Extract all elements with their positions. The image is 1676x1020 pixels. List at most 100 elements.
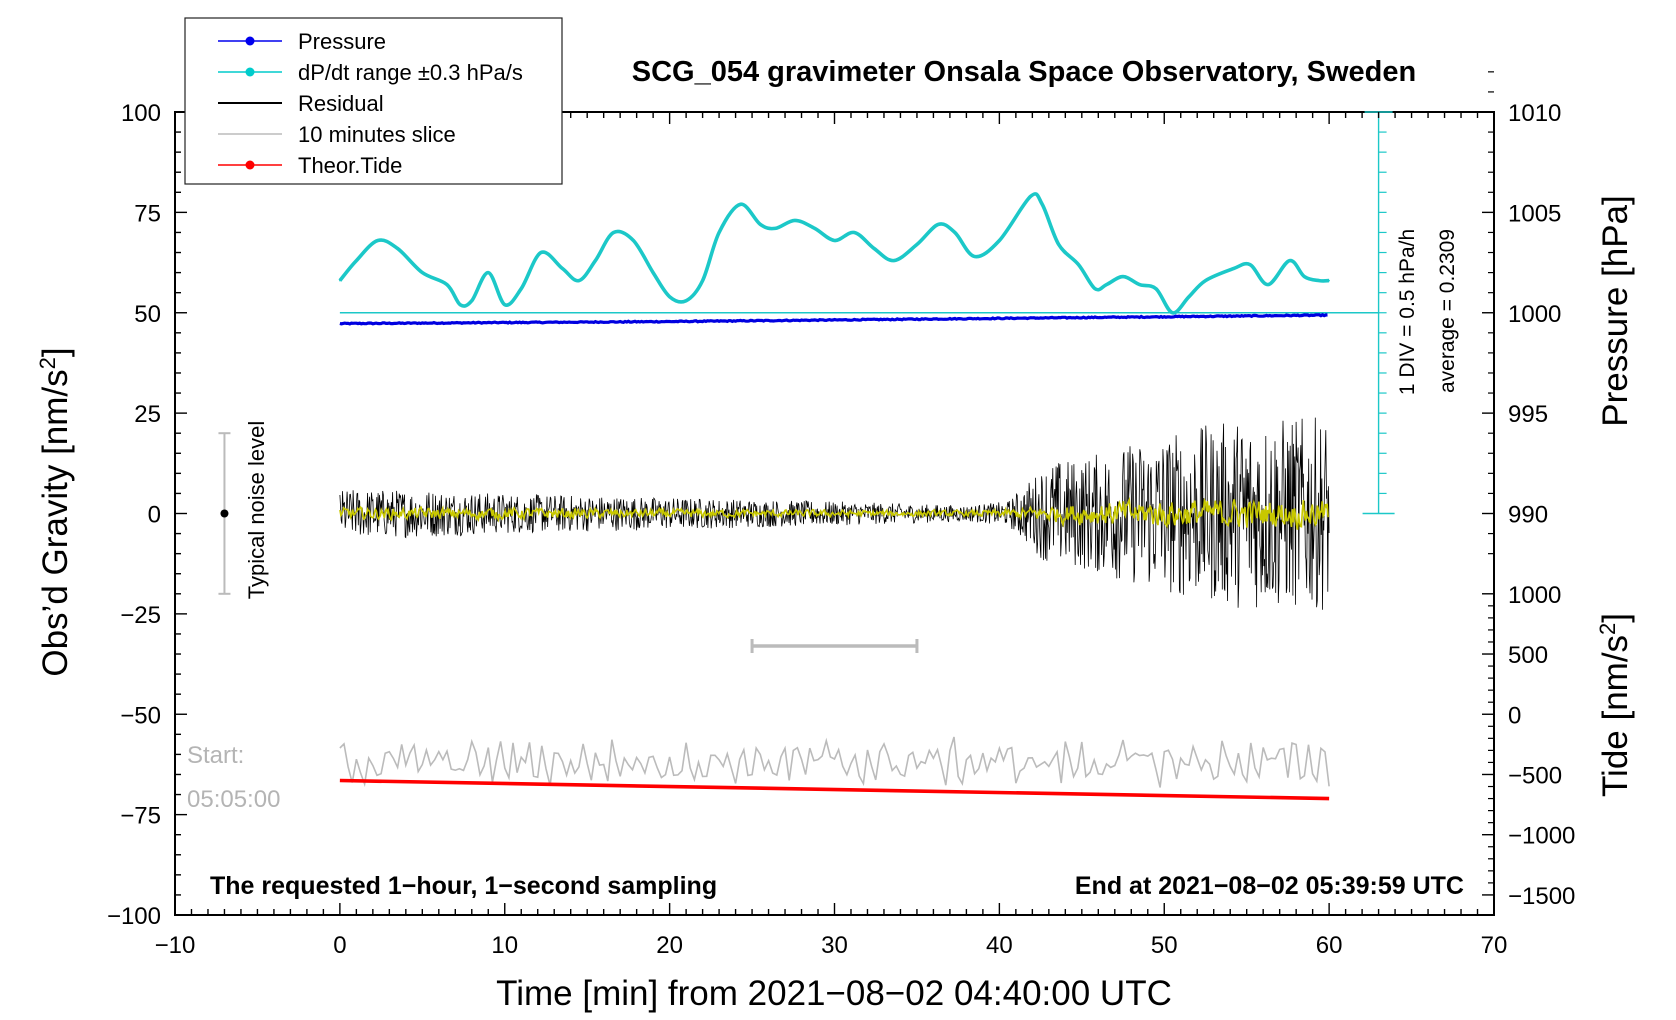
dpdt-point [612,231,615,234]
dpdt-point [421,271,424,274]
y-tick-label: 75 [134,200,161,227]
x-tick-label: −10 [155,932,196,959]
legend-label: Theor.Tide [298,153,402,178]
y-tick-label: 0 [148,502,161,529]
dpdt-point [594,259,597,262]
dpdt-point [973,255,976,258]
legend-label: Residual [298,91,384,116]
dpdt-point [718,231,720,234]
dpdt-point [376,239,379,242]
start-time-label: 05:05:00 [187,786,280,813]
dpdt-point [685,299,687,302]
y-axis-label-tide-tail: ] [1596,613,1635,623]
dpdt-point [487,271,490,274]
dpdt-point [1077,263,1080,266]
dpdt-point [1204,279,1207,282]
dpdt-point [470,299,473,302]
legend-items: Pressure dP/dt range ±0.3 hPa/s Residual 10… [218,29,523,178]
dpdt-point [813,227,816,230]
dpdt-point [954,231,956,234]
dpdt-point [1138,283,1141,286]
pressure-tick-label: 990 [1508,502,1548,529]
dpdt-point [873,247,875,250]
dpdt-point [1288,259,1291,262]
dpdt-line [338,192,1330,315]
legend: Pressure dP/dt range ±0.3 hPa/s Residual 10… [184,17,563,185]
dpdt-point [1041,203,1044,206]
tide-tick-label: −500 [1508,762,1562,789]
slice-line [339,736,1330,788]
y-axis-label-left-tail: ] [36,347,75,357]
dpdt-point [339,279,341,282]
noise-bar-center [220,509,229,518]
noise-level-label: Typical noise level [244,421,269,600]
dpdt-point [1029,195,1032,198]
pressure-tick-label: 1005 [1508,200,1561,227]
dpdt-point [1057,243,1060,246]
dpdt-point [632,239,635,242]
dpdt-point [1171,311,1174,314]
y-tick-label: −75 [120,803,161,830]
dpdt-point [540,251,542,254]
dpdt-point [396,247,399,250]
tide-tick-label: 0 [1508,702,1521,729]
dpdt-point [998,239,1001,242]
dpdt-point [937,223,940,226]
dpdt-point [578,279,580,282]
dpdt-point [446,283,448,286]
x-tick-label: 20 [656,932,683,959]
pressure-tick-label: 995 [1508,401,1548,428]
dpdt-point [1122,275,1124,278]
dpdt-point [701,279,704,282]
y-axis-label-tide: Tide [nm/s2] [1595,613,1636,797]
tide-tick-label: 1000 [1508,582,1561,609]
y-axis-label-tide-sup: 2 [1595,623,1620,635]
x-tick-label: 30 [821,932,848,959]
dpdt-point [652,271,654,274]
x-axis-label: Time [min] from 2021−08−02 04:40:00 UTC [496,974,1172,1013]
dpdt-point [1328,279,1330,282]
legend-box [184,17,563,185]
x-tick-label: 50 [1151,932,1178,959]
tide-tick-label: 500 [1508,642,1548,669]
x-tick-label: 40 [986,932,1013,959]
bottom-left-note: The requested 1−hour, 1−second sampling [210,872,717,900]
y-tick-label: −25 [120,602,161,629]
start-label: Start: [187,742,244,769]
x-tick-label: 0 [333,932,346,959]
x-tick-label: 60 [1316,932,1343,959]
legend-swatch-marker [245,67,255,77]
legend-swatch-marker [245,160,255,170]
dpdt-point [1232,267,1235,270]
tide-line [339,778,1330,801]
smoothed-residual-line [339,496,1329,530]
x-tick-label: 70 [1481,932,1508,959]
legend-swatch-marker [245,36,255,46]
dpdt-point [459,303,462,306]
y-tick-label: 100 [121,100,161,127]
pressure-line [339,313,1328,326]
bottom-right-note: End at 2021−08−02 05:39:59 UTC [1075,872,1464,900]
legend-label: Pressure [298,29,386,54]
y-tick-label: −100 [107,903,161,930]
y-axis-label-tide-main: Tide [nm/s [1596,635,1635,797]
dpdt-point [1094,287,1096,290]
ticks-layer: −10 0 10 20 30 40 50 60 701007550250−25−50−75−10… [107,71,1575,959]
dpdt-point [1249,263,1251,266]
dpdt-point [668,295,671,298]
tide-tick-label: −1000 [1508,823,1575,850]
dpdt-point [853,231,856,234]
dpdt-point [1188,295,1190,298]
dpdt-point [1155,287,1157,290]
pressure-tick-label: 1010 [1508,100,1561,127]
dpdt-point [520,287,523,290]
dpdt-point [1105,283,1108,286]
scale-division-label: 1 DIV = 0.5 hPa/h [1396,229,1419,395]
tide-tick-label: −1500 [1508,883,1575,910]
y-axis-label-left-main: Obs’d Gravity [nm/s [36,369,75,676]
dpdt-point [794,219,796,222]
y-axis-label-pressure: Pressure [hPa] [1596,195,1635,427]
dpdt-point [833,239,836,242]
dpdt-point [893,259,895,262]
